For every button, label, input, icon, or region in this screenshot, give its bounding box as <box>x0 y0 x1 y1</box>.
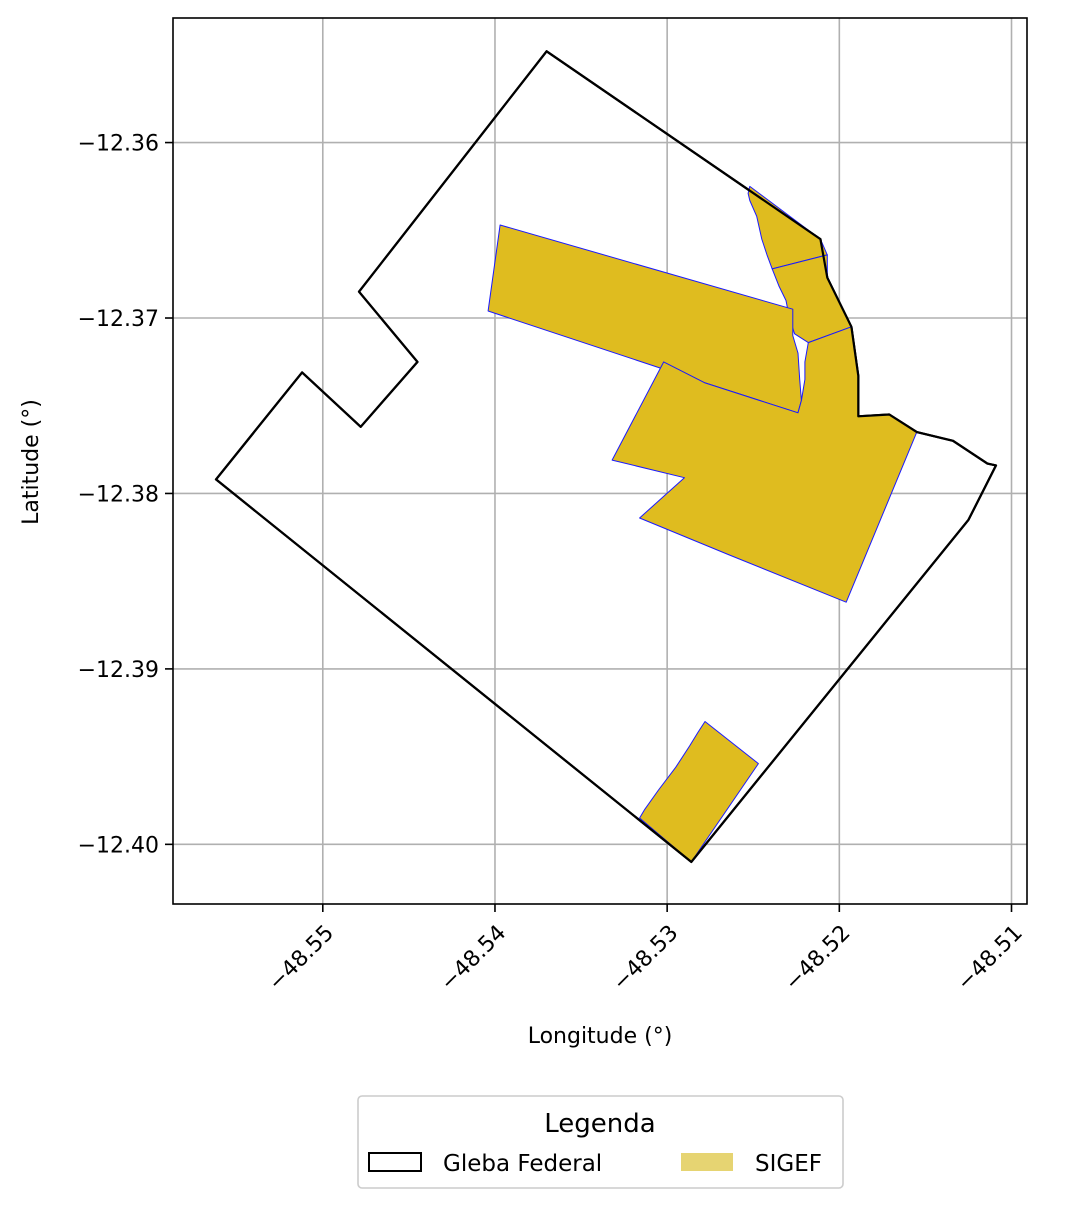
legend-title: Legenda <box>544 1109 655 1139</box>
y-tick-label: −12.39 <box>78 658 159 683</box>
gleba-federal-boundary-overlay <box>214 50 998 864</box>
y-ticks: −12.36 −12.37 −12.38 −12.39 −12.40 <box>78 132 173 858</box>
y-tick-label: −12.38 <box>78 482 159 507</box>
y-tick-label: −12.36 <box>78 132 159 157</box>
plot-frame <box>172 17 1028 905</box>
legend-label-gleba-federal: Gleba Federal <box>443 1151 602 1177</box>
sigef-parcel <box>639 721 759 863</box>
y-axis-label: Latitude (°) <box>19 399 44 525</box>
sigef-layer <box>214 50 998 864</box>
x-axis-label: Longitude (°) <box>528 1024 673 1049</box>
legend: Legenda Gleba Federal SIGEF <box>357 1095 844 1189</box>
sigef-parcel <box>747 185 828 270</box>
legend-label-sigef: SIGEF <box>755 1151 822 1177</box>
y-tick-label: −12.37 <box>78 307 159 332</box>
y-tick-label: −12.40 <box>78 833 159 858</box>
legend-swatch-gleba-federal <box>368 1152 422 1172</box>
sigef-parcel <box>487 224 802 414</box>
legend-swatch-sigef <box>681 1153 733 1171</box>
